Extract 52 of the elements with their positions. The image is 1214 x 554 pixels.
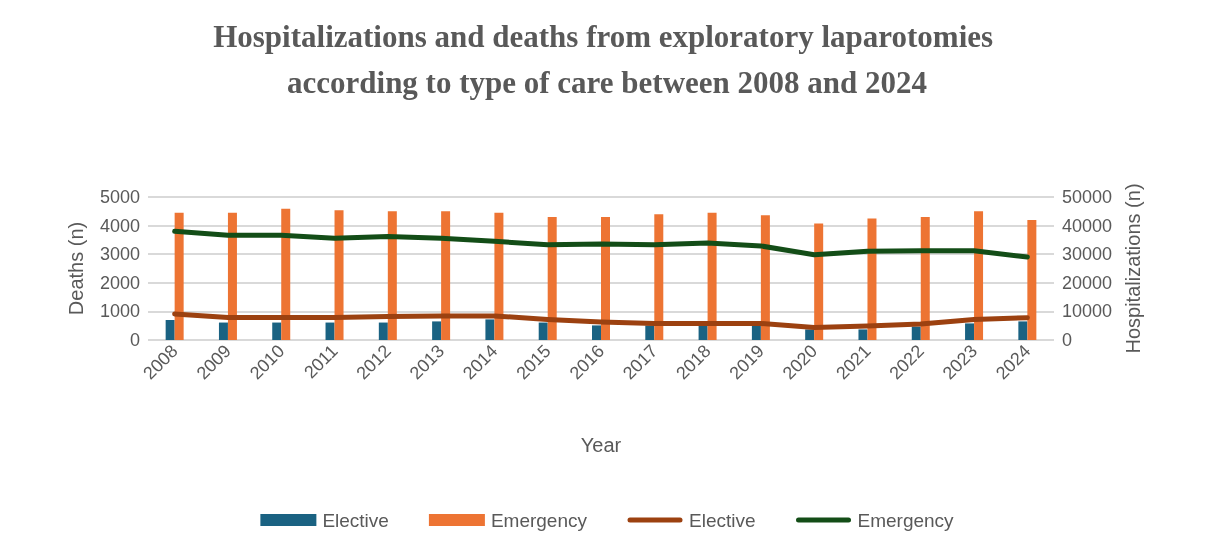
- bar: [218, 322, 228, 340]
- bar: [645, 325, 655, 340]
- bar: [974, 211, 984, 340]
- bar: [814, 223, 824, 340]
- y-axis-title: Deaths (n): [65, 221, 87, 316]
- bar: [920, 217, 930, 340]
- y-tick-label: 1000: [99, 301, 140, 322]
- bar: [441, 211, 451, 340]
- bar: [698, 325, 708, 340]
- legend-label: Emergency: [857, 509, 955, 531]
- y2-tick-label: 30000: [1062, 244, 1113, 265]
- y2-tick-label: 0: [1062, 330, 1073, 350]
- bar: [592, 325, 601, 340]
- bar: [965, 323, 975, 340]
- y2-tick-label: 10000: [1062, 301, 1113, 322]
- bar: [281, 208, 291, 340]
- y-tick-label: 0: [129, 330, 140, 350]
- bar: [805, 329, 815, 340]
- legend-label: Elective: [322, 509, 389, 531]
- y-tick-label: 4000: [99, 215, 140, 236]
- bar: [334, 210, 344, 340]
- bar: [654, 214, 664, 340]
- legend-label: Emergency: [490, 509, 588, 531]
- bar: [494, 212, 504, 340]
- y-tick-label: 2000: [99, 272, 140, 293]
- bar: [1027, 219, 1037, 340]
- bar: [432, 321, 442, 340]
- bar: [325, 322, 335, 340]
- y2-tick-label: 40000: [1062, 215, 1113, 236]
- bar: [707, 212, 717, 340]
- bar: [601, 217, 610, 340]
- bar: [760, 215, 770, 340]
- bar: [165, 319, 175, 340]
- bar: [387, 211, 397, 340]
- chart-title: Hospitalizations and deaths from exploratory laparotomies according to type of care between 2008 and 2024: [213, 18, 1001, 100]
- y-tick-label: 5000: [99, 187, 140, 207]
- bar: [485, 319, 495, 340]
- x-axis-title: Year: [580, 434, 622, 456]
- bar: [378, 322, 388, 340]
- y2-tick-label: 20000: [1062, 272, 1113, 293]
- bar: [867, 218, 877, 340]
- legend-label: Elective: [689, 509, 756, 531]
- bar: [538, 322, 548, 340]
- bar: [1018, 321, 1028, 340]
- y2-axis-title: Hospitalizations (n): [1121, 183, 1144, 354]
- bar: [911, 326, 921, 340]
- y-tick-label: 3000: [99, 244, 140, 265]
- bar: [751, 325, 761, 340]
- y2-tick-label: 50000: [1062, 187, 1113, 207]
- bar: [858, 329, 868, 340]
- bar: [547, 217, 557, 340]
- bar: [272, 322, 282, 340]
